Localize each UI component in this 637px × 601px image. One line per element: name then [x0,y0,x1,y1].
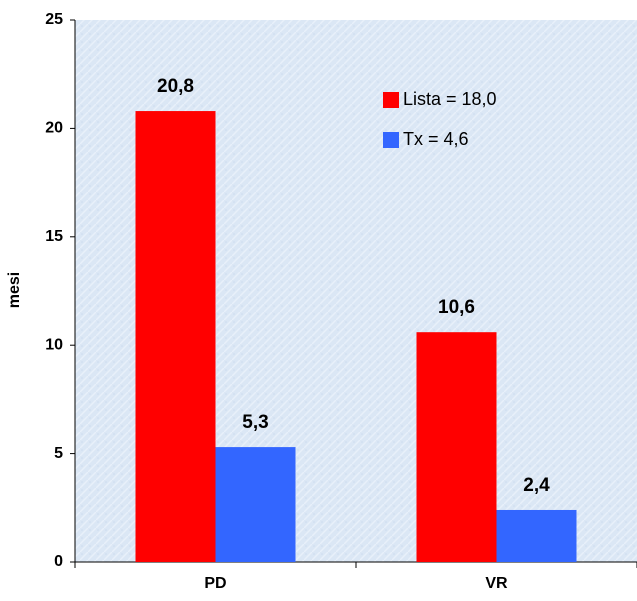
legend-text: Tx = 4,6 [403,129,469,149]
y-tick-label: 5 [54,445,63,462]
y-axis-label: mesi [6,272,23,308]
y-tick-label: 10 [45,336,63,353]
value-label: 5,3 [242,412,268,433]
legend-swatch [383,92,399,108]
legend-swatch [383,132,399,148]
bar [215,447,296,562]
x-tick-label: VR [485,575,508,592]
y-tick-label: 15 [45,228,63,245]
bar [416,332,497,562]
bar [135,111,216,562]
y-tick-label: 25 [45,11,63,28]
x-tick-label: PD [204,575,226,592]
value-label: 2,4 [523,475,550,496]
bar [496,509,577,562]
legend-text: Lista = 18,0 [403,89,497,109]
value-label: 10,6 [438,297,475,318]
value-label: 20,8 [157,76,194,97]
y-tick-label: 20 [45,120,63,137]
y-tick-label: 0 [54,553,63,570]
